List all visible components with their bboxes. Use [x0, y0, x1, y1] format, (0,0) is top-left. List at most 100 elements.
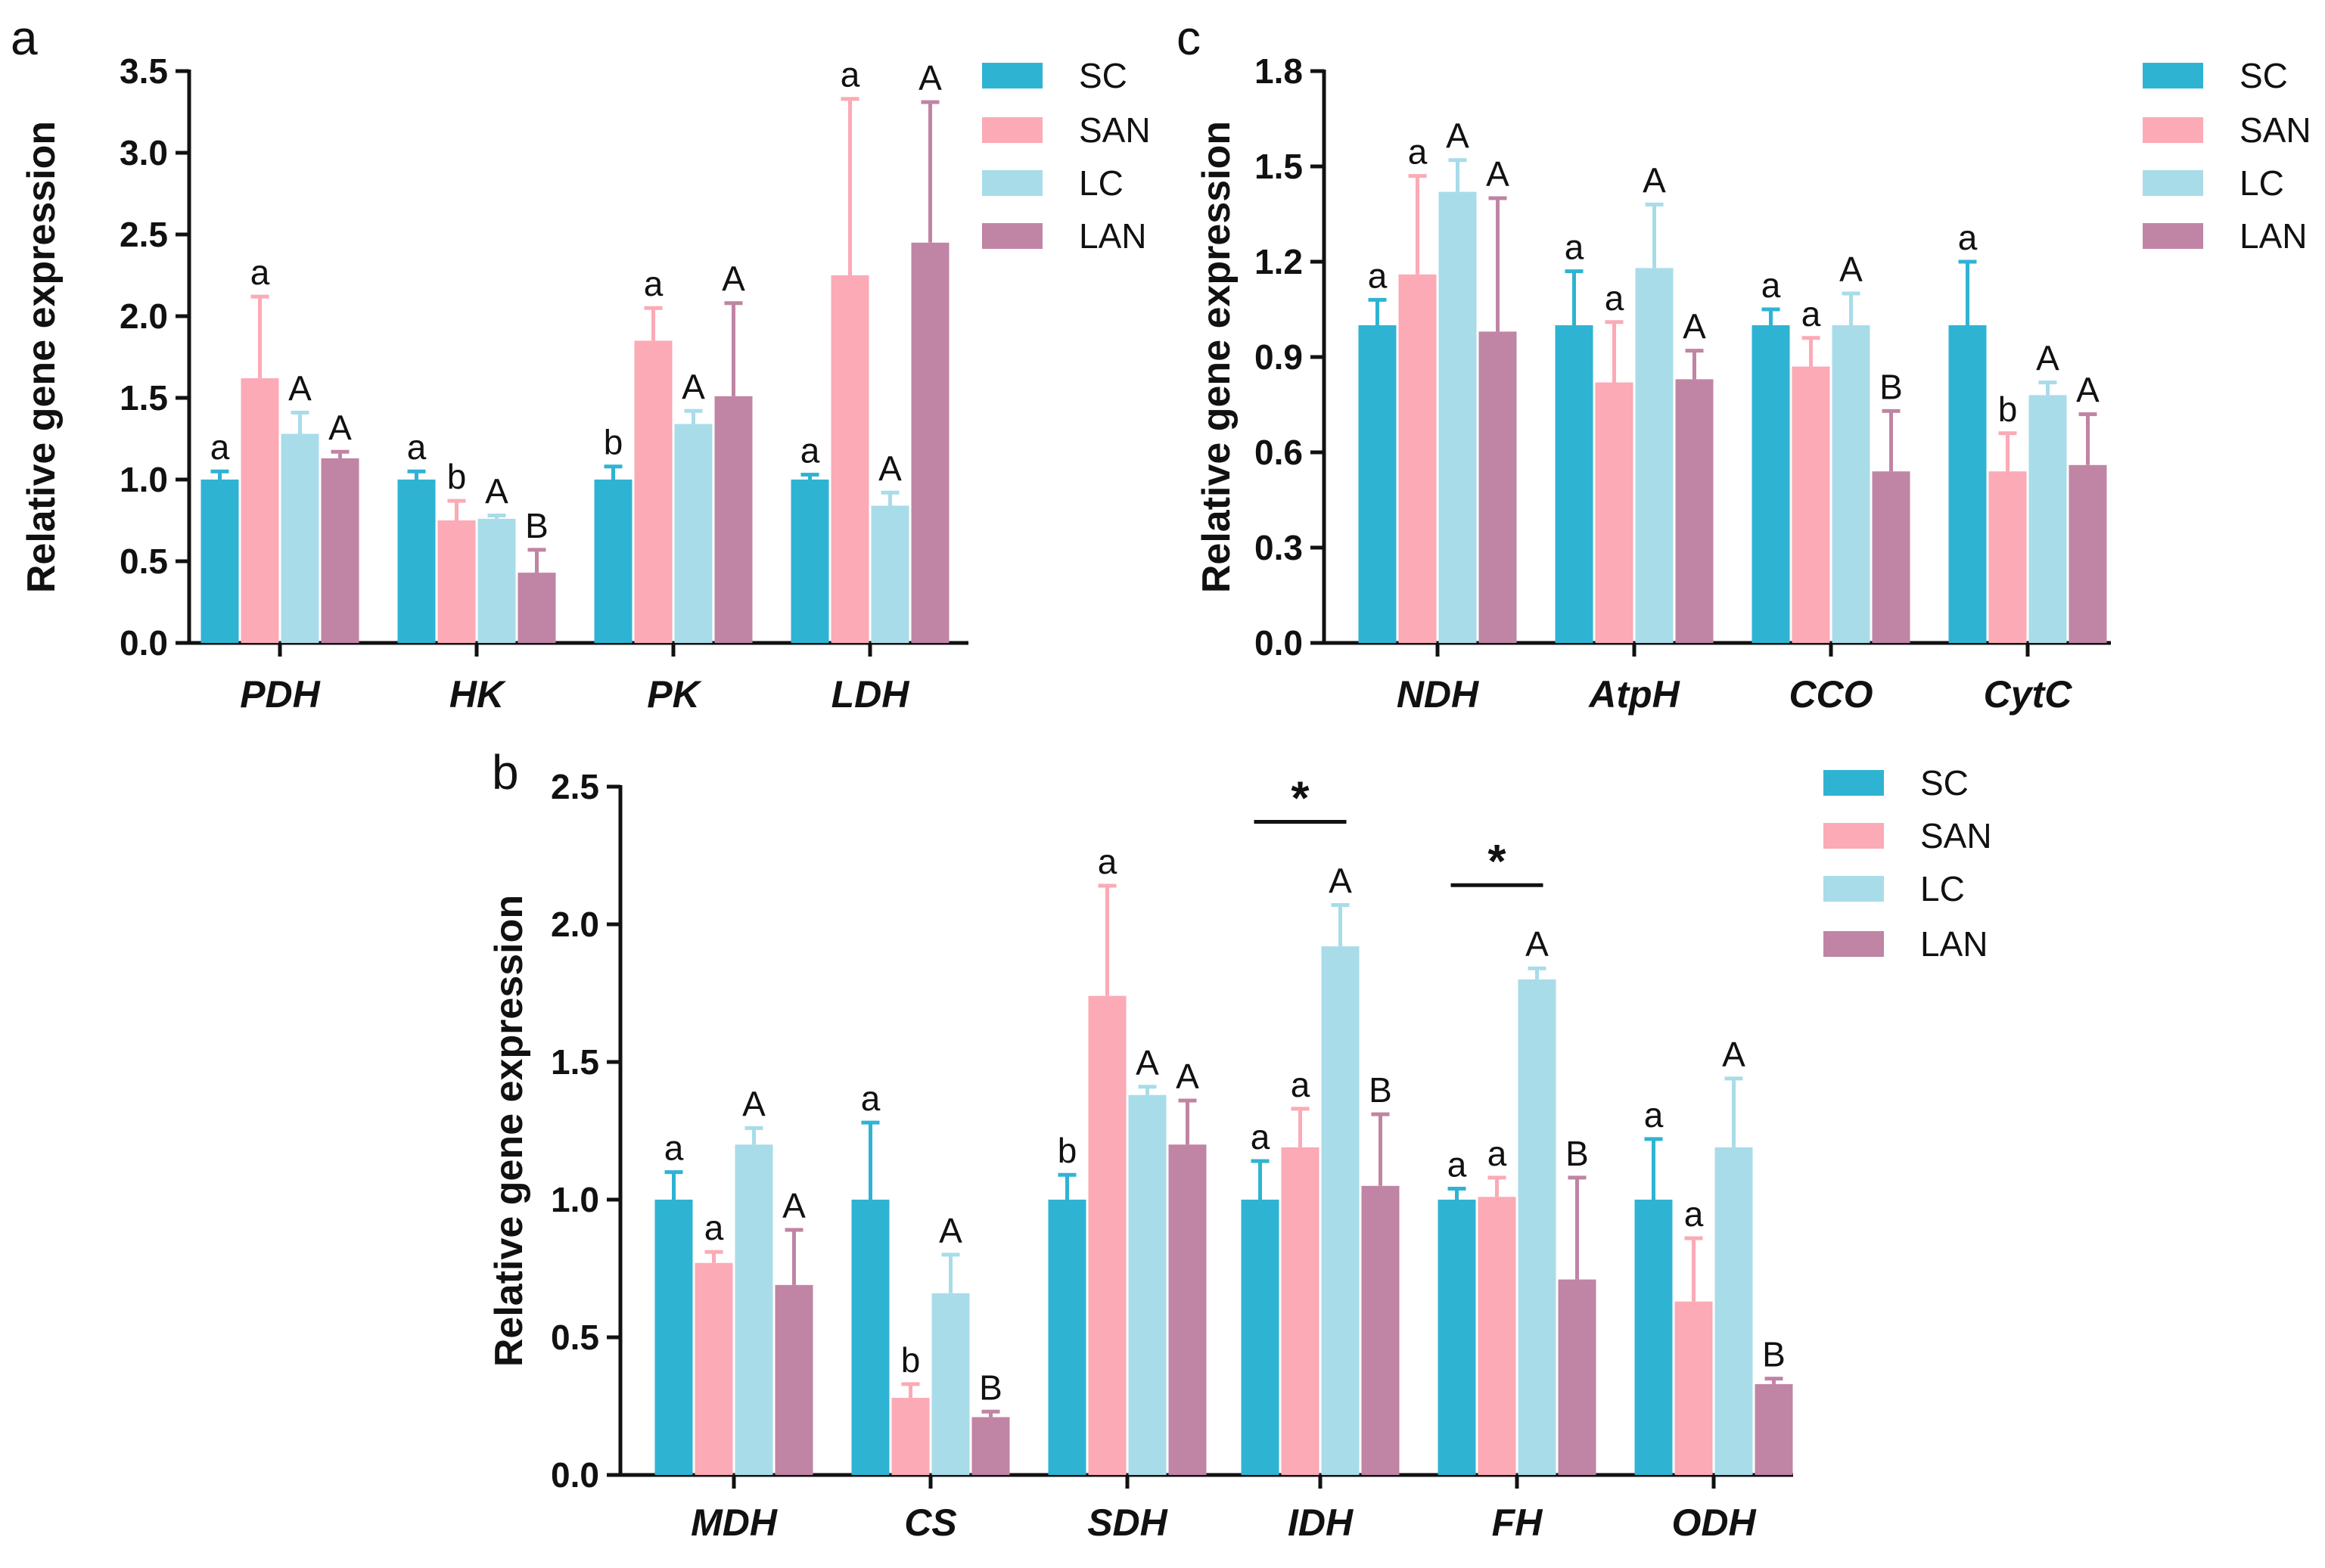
y-tick-label: 1.5 [551, 1042, 599, 1082]
legend-swatch [982, 63, 1043, 88]
bar [1555, 325, 1593, 643]
y-tick-label: 0.0 [1254, 623, 1303, 663]
category-label: AtpH [1587, 673, 1680, 716]
legend-label: LC [1920, 869, 1965, 908]
significance-letter: a [210, 427, 230, 467]
significance-letter: B [979, 1368, 1002, 1407]
significance-letter: A [918, 58, 942, 98]
category-label: ODH [1671, 1501, 1756, 1544]
category-label: FH [1492, 1501, 1543, 1544]
significance-letter: a [800, 431, 820, 470]
significance-letter: a [250, 253, 270, 292]
significance-letter: A [742, 1084, 766, 1123]
legend-label: SC [1079, 56, 1127, 95]
legend-swatch [2143, 223, 2203, 249]
bar [1241, 1200, 1279, 1475]
bar [911, 242, 950, 643]
bar [2069, 464, 2107, 643]
panel-letter: b [492, 745, 519, 800]
significance-letter: B [1565, 1134, 1589, 1173]
bar [397, 480, 436, 643]
significance-letter: b [901, 1340, 921, 1380]
significance-letter: a [644, 264, 664, 303]
y-tick-label: 3.5 [120, 51, 168, 91]
legend-label: SAN [1920, 816, 1992, 855]
legend-label: SC [2240, 56, 2288, 95]
legend-label: SAN [2240, 110, 2311, 150]
significance-star: * [1291, 773, 1310, 825]
bar [1128, 1094, 1167, 1475]
legend-swatch [1823, 770, 1884, 796]
significance-letter: A [2036, 339, 2059, 378]
significance-letter: a [407, 427, 427, 467]
bar [695, 1262, 733, 1475]
category-label: CytC [1984, 673, 2073, 716]
y-axis-label: Relative gene expression [1195, 121, 1239, 593]
significance-letter: a [704, 1208, 724, 1247]
bar [1321, 946, 1360, 1475]
category-label: MDH [691, 1501, 778, 1544]
bar [931, 1293, 970, 1475]
y-tick-label: 1.5 [120, 378, 168, 418]
bar [1595, 382, 1633, 643]
y-tick-label: 0.0 [120, 623, 168, 663]
significance-letter: b [604, 423, 623, 462]
bar [735, 1144, 773, 1475]
significance-letter: a [1098, 842, 1117, 881]
y-tick-label: 3.0 [120, 133, 168, 172]
bar [1281, 1147, 1319, 1475]
bar [871, 505, 909, 643]
significance-letter: B [525, 506, 549, 545]
bar [775, 1284, 813, 1475]
bar [674, 424, 713, 643]
significance-letter: a [1408, 132, 1428, 172]
bar [1358, 325, 1397, 643]
bar [1988, 471, 2027, 643]
legend-label: LAN [2240, 216, 2307, 256]
significance-letter: B [1879, 367, 1903, 406]
bar [1361, 1185, 1400, 1475]
significance-letter: B [1369, 1070, 1392, 1110]
bar [1674, 1301, 1713, 1475]
bar [1872, 471, 1910, 643]
legend-swatch [1823, 876, 1884, 902]
y-tick-label: 2.5 [120, 215, 168, 254]
bar [2028, 395, 2067, 643]
bar [1755, 1383, 1793, 1475]
category-label: HK [449, 673, 507, 716]
y-tick-label: 1.5 [1254, 147, 1303, 186]
category-label: IDH [1288, 1501, 1354, 1544]
y-tick-label: 2.0 [551, 905, 599, 944]
significance-letter: a [1487, 1134, 1507, 1173]
bar [200, 480, 239, 643]
y-tick-label: 0.3 [1254, 528, 1303, 567]
y-axis-label: Relative gene expression [487, 895, 531, 1367]
significance-letter: a [1684, 1194, 1704, 1234]
y-tick-label: 2.0 [120, 297, 168, 336]
bar [1048, 1200, 1086, 1475]
bar [1558, 1279, 1596, 1475]
category-label: PK [647, 673, 702, 716]
significance-letter: A [485, 472, 508, 511]
significance-letter: A [682, 367, 705, 406]
y-tick-label: 1.2 [1254, 242, 1303, 281]
significance-letter: a [1251, 1117, 1270, 1157]
significance-letter: A [1136, 1043, 1159, 1082]
bar [714, 396, 753, 643]
legend-swatch [2143, 170, 2203, 196]
significance-letter: b [1058, 1131, 1077, 1170]
y-tick-label: 0.5 [551, 1318, 599, 1357]
bar [1948, 325, 1987, 643]
legend-swatch [982, 170, 1043, 196]
significance-letter: A [1446, 116, 1469, 156]
bar [1832, 325, 1870, 643]
bar [851, 1200, 890, 1475]
bar [437, 520, 476, 643]
bar [1518, 979, 1556, 1475]
significance-letter: A [1525, 924, 1549, 964]
significance-letter: a [1801, 294, 1821, 334]
bar [1478, 1197, 1516, 1475]
category-label: CCO [1789, 673, 1873, 716]
category-label: SDH [1087, 1501, 1167, 1544]
significance-letter: B [1762, 1335, 1786, 1374]
